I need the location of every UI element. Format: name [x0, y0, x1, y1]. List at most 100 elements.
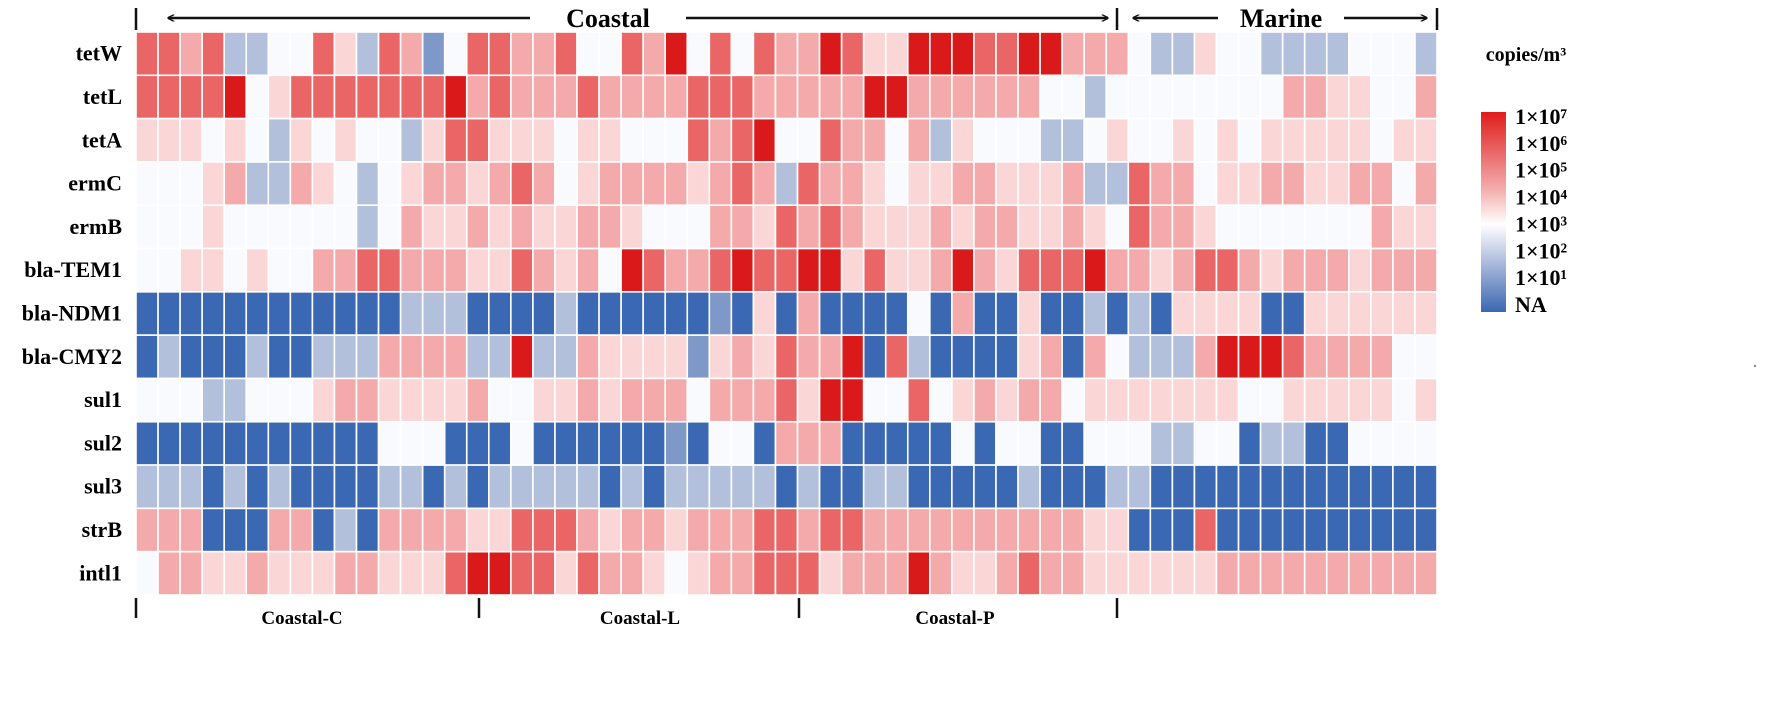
heatmap-cell: [1325, 31, 1350, 77]
heatmap-cell: [333, 507, 358, 553]
heatmap-cell: [1193, 377, 1218, 423]
heatmap-cell: [973, 291, 997, 336]
heatmap-cell: [399, 117, 424, 163]
heatmap-cell: [1083, 507, 1108, 553]
heatmap-cell: [201, 507, 225, 553]
heatmap-cell: [796, 420, 821, 466]
heatmap-cell: [840, 550, 865, 596]
heatmap-cell: [1237, 31, 1262, 77]
heatmap-cell: [355, 117, 380, 163]
heatmap-cell: [532, 31, 556, 77]
heatmap-cell: [1149, 161, 1174, 207]
heatmap-cell: [708, 420, 733, 466]
heatmap-cell: [488, 117, 512, 163]
heatmap-cell: [399, 247, 424, 293]
heatmap-cell: [708, 464, 733, 510]
heatmap-cell: [708, 161, 733, 207]
heatmap-cell: [774, 464, 799, 510]
heatmap-cell: [532, 334, 556, 380]
heatmap-cell: [1370, 291, 1394, 336]
heatmap-cell: [862, 31, 887, 77]
heatmap-cell: [598, 31, 622, 77]
heatmap-cell: [1303, 74, 1328, 120]
heatmap-cell: [443, 74, 468, 120]
heatmap-cell: [818, 420, 843, 466]
heatmap-cell: [223, 464, 248, 510]
heatmap-cell: [399, 420, 424, 466]
heatmap-cell: [576, 161, 600, 207]
heatmap-cell: [443, 291, 468, 336]
heatmap-cell: [862, 247, 887, 293]
heatmap-cell: [157, 74, 181, 120]
heatmap-cell: [1149, 204, 1174, 250]
heatmap-cell: [840, 507, 865, 553]
heatmap-cell: [1325, 204, 1350, 250]
heatmap-cell: [1370, 420, 1394, 466]
heatmap-cell: [1281, 161, 1306, 207]
heatmap-cell: [884, 464, 909, 510]
heatmap-cell: [620, 550, 644, 596]
heatmap-cell: [1193, 334, 1218, 380]
heatmap-cell: [399, 550, 424, 596]
heatmap-cell: [289, 420, 314, 466]
heatmap-cell: [1281, 550, 1306, 596]
heatmap-cell: [995, 464, 1019, 510]
legend-tick-7: NA: [1515, 292, 1547, 317]
heatmap-cell: [906, 117, 931, 163]
heatmap-cell: [951, 74, 975, 120]
heatmap-cell: [1017, 291, 1041, 336]
heatmap-cell: [774, 161, 799, 207]
heatmap-cell: [421, 117, 446, 163]
heatmap-cell: [532, 117, 556, 163]
heatmap-cell: [1414, 550, 1438, 596]
heatmap-cell: [973, 377, 997, 423]
heatmap-cell: [532, 550, 556, 596]
heatmap-cell: [377, 74, 402, 120]
heatmap-cell: [443, 161, 468, 207]
heatmap-cell: [201, 377, 225, 423]
heatmap-cell: [973, 550, 997, 596]
heatmap-cell: [730, 420, 755, 466]
heatmap-cell: [554, 74, 578, 120]
heatmap-cell: [620, 464, 644, 510]
heatmap-cell: [179, 74, 203, 120]
heatmap-cell: [135, 291, 159, 336]
heatmap-cell: [1061, 420, 1085, 466]
heatmap-cell: [443, 550, 468, 596]
coastal-l-label: Coastal-L: [600, 608, 680, 629]
heatmap-cell: [223, 377, 248, 423]
heatmap-cell: [1237, 377, 1262, 423]
heatmap-cell: [1348, 31, 1372, 77]
heatmap-cell: [1215, 204, 1240, 250]
heatmap-cell: [554, 117, 578, 163]
heatmap-cell: [774, 31, 799, 77]
heatmap-cell: [995, 291, 1019, 336]
heatmap-cell: [1303, 334, 1328, 380]
heatmap-cell: [1193, 247, 1218, 293]
heatmap-cell: [1215, 507, 1240, 553]
heatmap-cell: [465, 74, 490, 120]
heatmap-cell: [1171, 464, 1196, 510]
heatmap-cell: [1348, 377, 1372, 423]
heatmap-cell: [576, 117, 600, 163]
heatmap-cell: [598, 507, 622, 553]
heatmap-cell: [752, 550, 777, 596]
heatmap-cell: [1171, 31, 1196, 77]
heatmap-cell: [1127, 247, 1152, 293]
heatmap-cell: [1017, 247, 1041, 293]
heatmap-cell: [1039, 247, 1063, 293]
heatmap-cell: [1215, 550, 1240, 596]
heatmap-cell: [774, 550, 799, 596]
heatmap-cell: [1017, 420, 1041, 466]
heatmap-cell: [1414, 161, 1438, 207]
heatmap-cell: [135, 117, 159, 163]
heatmap-cell: [1392, 377, 1416, 423]
heatmap-cell: [774, 247, 799, 293]
heatmap-cell: [818, 74, 843, 120]
heatmap-cell: [443, 377, 468, 423]
heatmap-cell: [973, 74, 997, 120]
heatmap-cell: [465, 420, 490, 466]
heatmap-cell: [598, 247, 622, 293]
heatmap-cell: [1149, 550, 1174, 596]
heatmap-cell: [664, 420, 689, 466]
